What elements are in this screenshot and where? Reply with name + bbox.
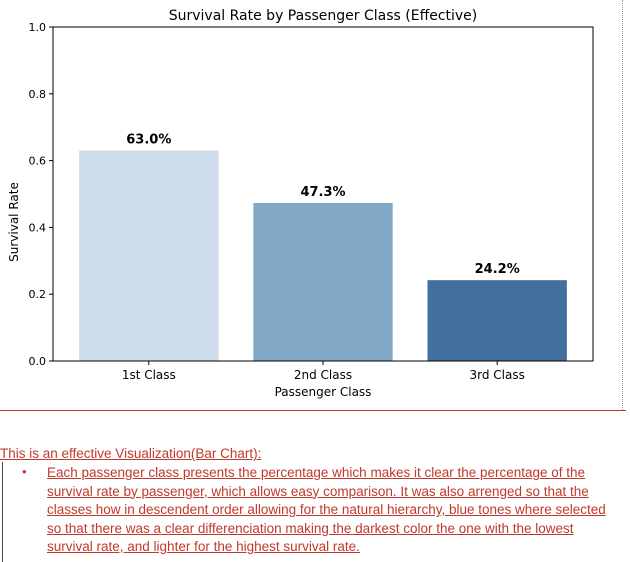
y-tick-label: 0.0 — [29, 355, 47, 368]
x-tick-label: 2nd Class — [294, 368, 352, 382]
x-tick-label: 1st Class — [122, 368, 176, 382]
x-axis: 1st Class 2nd Class 3rd Class — [122, 361, 525, 382]
note-margin-bar — [2, 462, 3, 562]
y-tick-label: 0.6 — [29, 155, 47, 168]
y-tick-label: 1.0 — [29, 21, 47, 34]
note-heading: This is an effective Visualization(Bar C… — [0, 446, 262, 461]
bar-data-label: 63.0% — [126, 133, 171, 148]
bar-chart: Survival Rate by Passenger Class (Effect… — [7, 8, 594, 399]
bar — [427, 280, 567, 361]
bar-labels-group: 63.0% 47.3% 24.2% — [126, 133, 519, 278]
section-divider — [0, 410, 626, 411]
chart-canvas: Survival Rate by Passenger Class (Effect… — [7, 8, 594, 399]
bar — [253, 203, 393, 361]
bullet-marker: • — [22, 464, 27, 479]
y-tick-label: 0.4 — [29, 221, 47, 234]
bar — [79, 150, 219, 361]
bar-data-label: 47.3% — [300, 185, 345, 200]
x-axis-label: Passenger Class — [275, 385, 372, 399]
y-axis-label: Survival Rate — [7, 182, 21, 262]
x-tick-label: 3rd Class — [470, 368, 525, 382]
bars-group — [79, 150, 567, 361]
plot-frame — [52, 26, 594, 362]
chart-title: Survival Rate by Passenger Class (Effect… — [169, 8, 478, 24]
note-bullet-text: Each passenger class presents the percen… — [47, 465, 606, 554]
y-axis: 0.0 0.2 0.4 0.6 0.8 1.0 — [29, 21, 53, 368]
y-tick-label: 0.2 — [29, 288, 47, 301]
dotted-page-edge — [622, 0, 623, 410]
bar-data-label: 24.2% — [475, 262, 520, 277]
y-tick-label: 0.8 — [29, 88, 47, 101]
